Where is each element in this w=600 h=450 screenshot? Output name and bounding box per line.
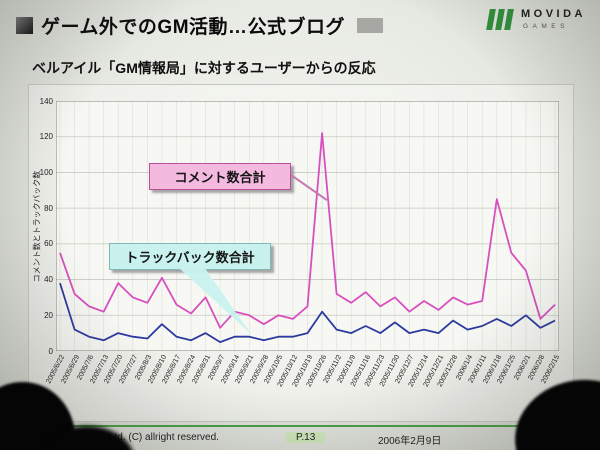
x-tick-label: 2006/1/4 <box>454 354 474 382</box>
x-tick-label: 2005/7/6 <box>76 354 96 382</box>
comment-series-callout: コメント数合計 <box>149 163 291 190</box>
brand-sub: GAMES <box>523 23 569 30</box>
footer-page-number: P.13 <box>286 432 326 443</box>
x-tick-label: 2005/10/12 <box>276 354 300 389</box>
line-chart: コメント数とトラックバック数 0 20 40 60 80 100 120 140 2005/6… <box>28 84 574 422</box>
x-tick-label: 2005/9/7 <box>207 354 227 382</box>
footer-divider <box>0 425 600 427</box>
x-tick-label: 2005/11/23 <box>364 354 387 388</box>
x-tick-label: 2005/7/13 <box>89 354 110 385</box>
x-tick-label: 2005/12/7 <box>394 354 416 385</box>
trackback-callout-label: トラックバック数合計 <box>125 250 255 265</box>
movida-logo-text: MOVIDA GAMES <box>521 8 586 30</box>
x-tick-label: 2005/7/27 <box>118 354 139 385</box>
x-tick-label: 2005/12/14 <box>407 354 431 389</box>
plot-area <box>56 101 559 351</box>
trackback-series-callout: トラックバック数合計 <box>109 243 271 270</box>
x-tick-label: 2006/2/1 <box>513 354 533 382</box>
x-tick-label: 2005/8/3 <box>134 354 154 382</box>
x-tick-label: 2005/10/19 <box>291 354 314 389</box>
footer-date: 2006年2月9日 <box>378 436 442 447</box>
x-tick-label: 2005/8/31 <box>190 354 212 385</box>
x-tick-label: 2005/9/14 <box>220 354 241 385</box>
x-tick-label: 2005/12/21 <box>422 354 445 389</box>
chart-heading: ベルアイル「GM情報局」に対するユーザーからの反応 <box>32 60 376 76</box>
title-end-square <box>357 18 384 33</box>
x-tick-label: 2006/1/11 <box>467 354 489 385</box>
y-tick-label: 140 <box>39 96 53 106</box>
slide-title-row: ゲーム外でのGM活動…公式ブログ <box>16 12 384 39</box>
title-bullet-square <box>16 17 33 34</box>
movida-bars-icon <box>486 9 514 30</box>
x-tick-label: 2005/9/28 <box>249 354 270 385</box>
x-tick-label: 2005/10/26 <box>305 354 329 389</box>
x-tick-label: 2005/7/20 <box>103 354 125 385</box>
x-tick-label: 2005/11/30 <box>378 354 402 388</box>
y-axis-title: コメント数とトラックバック数 <box>32 170 42 283</box>
x-tick-label: 2005/10/5 <box>263 354 285 385</box>
x-tick-label: 2005/11/2 <box>322 354 343 385</box>
x-tick-label: 2005/8/24 <box>176 354 198 385</box>
movida-logo: MOVIDA GAMES <box>486 8 586 30</box>
comment-callout-label: コメント数合計 <box>174 170 266 185</box>
x-tick-label: 2005/9/21 <box>234 354 256 385</box>
x-tick-label: 2006/1/18 <box>482 354 503 385</box>
x-tick-label: 2005/11/9 <box>336 354 358 385</box>
x-tick-label: 2005/8/10 <box>147 354 169 385</box>
y-tick-label: 0 <box>48 346 53 356</box>
x-tick-label: 2005/8/17 <box>161 354 183 385</box>
x-tick-label: 2005/12/28 <box>436 354 460 389</box>
slide-title: ゲーム外でのGM活動…公式ブログ <box>41 17 346 38</box>
x-tick-label: 2005/11/16 <box>349 354 372 388</box>
x-tick-label: 2006/1/25 <box>496 354 518 385</box>
brand-name: MOVIDA <box>521 8 586 20</box>
